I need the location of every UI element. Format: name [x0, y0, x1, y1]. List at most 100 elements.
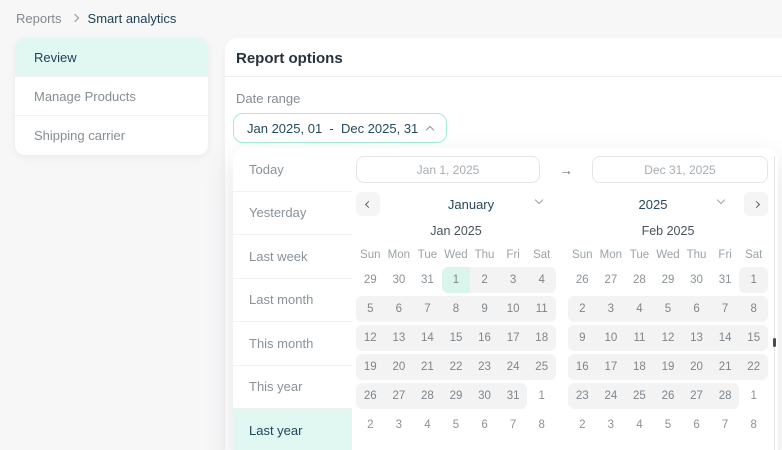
- day-cell[interactable]: 10: [596, 325, 626, 351]
- day-cell[interactable]: 29: [661, 274, 675, 286]
- start-date-input[interactable]: [356, 156, 540, 183]
- sidebar-item-review[interactable]: Review: [15, 38, 208, 77]
- day-cell[interactable]: 4: [424, 419, 431, 431]
- day-cell[interactable]: 12: [653, 325, 683, 351]
- day-cell[interactable]: 5: [664, 419, 672, 431]
- day-cell[interactable]: 29: [363, 274, 377, 286]
- day-cell[interactable]: 31: [421, 274, 434, 286]
- day-cell[interactable]: 1: [739, 267, 768, 293]
- next-month-button[interactable]: [744, 192, 768, 216]
- day-cell[interactable]: 22: [739, 354, 768, 380]
- day-cell[interactable]: 3: [498, 267, 528, 293]
- day-cell[interactable]: 26: [653, 383, 683, 409]
- year-select[interactable]: 2025: [562, 192, 744, 216]
- day-cell[interactable]: 23: [470, 354, 499, 380]
- preset-last-month[interactable]: Last month: [233, 279, 352, 322]
- day-cell[interactable]: 23: [568, 383, 597, 409]
- day-cell[interactable]: 15: [739, 325, 768, 351]
- day-cell[interactable]: 28: [633, 274, 646, 286]
- preset-this-year[interactable]: This year: [233, 366, 352, 409]
- day-cell[interactable]: 15: [441, 325, 471, 351]
- day-cell[interactable]: 6: [693, 419, 700, 431]
- day-cell[interactable]: 22: [441, 354, 471, 380]
- day-cell[interactable]: 19: [653, 354, 683, 380]
- day-cell[interactable]: 17: [596, 354, 626, 380]
- day-cell[interactable]: 1: [750, 390, 757, 402]
- prev-month-button[interactable]: [356, 192, 380, 216]
- day-cell[interactable]: 26: [575, 274, 589, 286]
- day-cell[interactable]: 8: [538, 419, 545, 431]
- day-cell[interactable]: 16: [568, 354, 597, 380]
- day-cell[interactable]: 12: [356, 325, 385, 351]
- day-cell[interactable]: 5: [356, 296, 385, 322]
- day-cell[interactable]: 2: [367, 419, 374, 431]
- date-range-button[interactable]: Jan 2025, 01 - Dec 2025, 31: [233, 113, 448, 143]
- day-cell[interactable]: 24: [498, 354, 528, 380]
- day-cell[interactable]: 2: [568, 296, 597, 322]
- day-cell[interactable]: 20: [384, 354, 414, 380]
- day-cell[interactable]: 2: [470, 267, 499, 293]
- day-cell[interactable]: 13: [384, 325, 414, 351]
- day-cell[interactable]: 8: [441, 296, 471, 322]
- day-cell[interactable]: 7: [721, 419, 729, 431]
- day-cell[interactable]: 11: [527, 296, 556, 322]
- day-cell[interactable]: 9: [470, 296, 499, 322]
- day-cell[interactable]: 5: [653, 296, 683, 322]
- day-cell[interactable]: 25: [625, 383, 654, 409]
- day-cell[interactable]: 13: [682, 325, 711, 351]
- day-cell[interactable]: 30: [470, 383, 499, 409]
- day-cell[interactable]: 27: [384, 383, 414, 409]
- day-cell[interactable]: 7: [509, 419, 517, 431]
- breadcrumb-item-reports[interactable]: Reports: [16, 10, 62, 26]
- preset-today[interactable]: Today: [233, 148, 352, 192]
- day-cell[interactable]: 7: [710, 296, 740, 322]
- day-cell[interactable]: 3: [607, 419, 615, 431]
- day-cell[interactable]: 6: [682, 296, 711, 322]
- day-cell[interactable]: 26: [356, 383, 385, 409]
- sidebar-item-shipping-carrier[interactable]: Shipping carrier: [15, 116, 208, 155]
- day-cell[interactable]: 25: [527, 354, 556, 380]
- scrollbar-thumb[interactable]: [773, 338, 776, 347]
- day-cell[interactable]: 16: [470, 325, 499, 351]
- day-cell[interactable]: 10: [498, 296, 528, 322]
- day-cell[interactable]: 21: [710, 354, 740, 380]
- day-cell[interactable]: 19: [356, 354, 385, 380]
- day-cell[interactable]: 20: [682, 354, 711, 380]
- day-cell[interactable]: 8: [739, 296, 768, 322]
- day-cell[interactable]: 14: [413, 325, 442, 351]
- day-cell[interactable]: 3: [395, 419, 403, 431]
- day-cell[interactable]: 18: [527, 325, 556, 351]
- day-cell[interactable]: 8: [750, 419, 757, 431]
- end-date-input[interactable]: [592, 156, 768, 183]
- day-cell[interactable]: 28: [710, 383, 740, 409]
- day-cell[interactable]: 6: [481, 419, 488, 431]
- day-cell[interactable]: 31: [498, 383, 528, 409]
- day-cell[interactable]: 4: [636, 419, 643, 431]
- day-cell[interactable]: 14: [710, 325, 740, 351]
- day-cell[interactable]: 1: [538, 390, 545, 402]
- preset-last-week[interactable]: Last week: [233, 235, 352, 279]
- preset-yesterday[interactable]: Yesterday: [233, 192, 352, 235]
- month-select[interactable]: January: [380, 192, 562, 216]
- day-cell[interactable]: 3: [596, 296, 626, 322]
- day-cell[interactable]: 17: [498, 325, 528, 351]
- day-cell[interactable]: 31: [718, 274, 732, 286]
- day-cell[interactable]: 29: [441, 383, 471, 409]
- day-cell[interactable]: 6: [384, 296, 414, 322]
- day-cell[interactable]: 28: [413, 383, 442, 409]
- day-cell[interactable]: 24: [596, 383, 626, 409]
- day-cell[interactable]: 1: [441, 267, 471, 293]
- day-cell[interactable]: 2: [579, 419, 586, 431]
- day-cell[interactable]: 4: [527, 267, 556, 293]
- day-cell[interactable]: 11: [625, 325, 654, 351]
- day-cell[interactable]: 21: [413, 354, 442, 380]
- day-cell[interactable]: 27: [682, 383, 711, 409]
- day-cell[interactable]: 4: [625, 296, 654, 322]
- day-cell[interactable]: 27: [604, 274, 618, 286]
- day-cell[interactable]: 30: [392, 274, 406, 286]
- preset-last-year[interactable]: Last year: [233, 409, 352, 450]
- day-cell[interactable]: 18: [625, 354, 654, 380]
- day-cell[interactable]: 7: [413, 296, 442, 322]
- day-cell[interactable]: 5: [452, 419, 460, 431]
- preset-this-month[interactable]: This month: [233, 322, 352, 366]
